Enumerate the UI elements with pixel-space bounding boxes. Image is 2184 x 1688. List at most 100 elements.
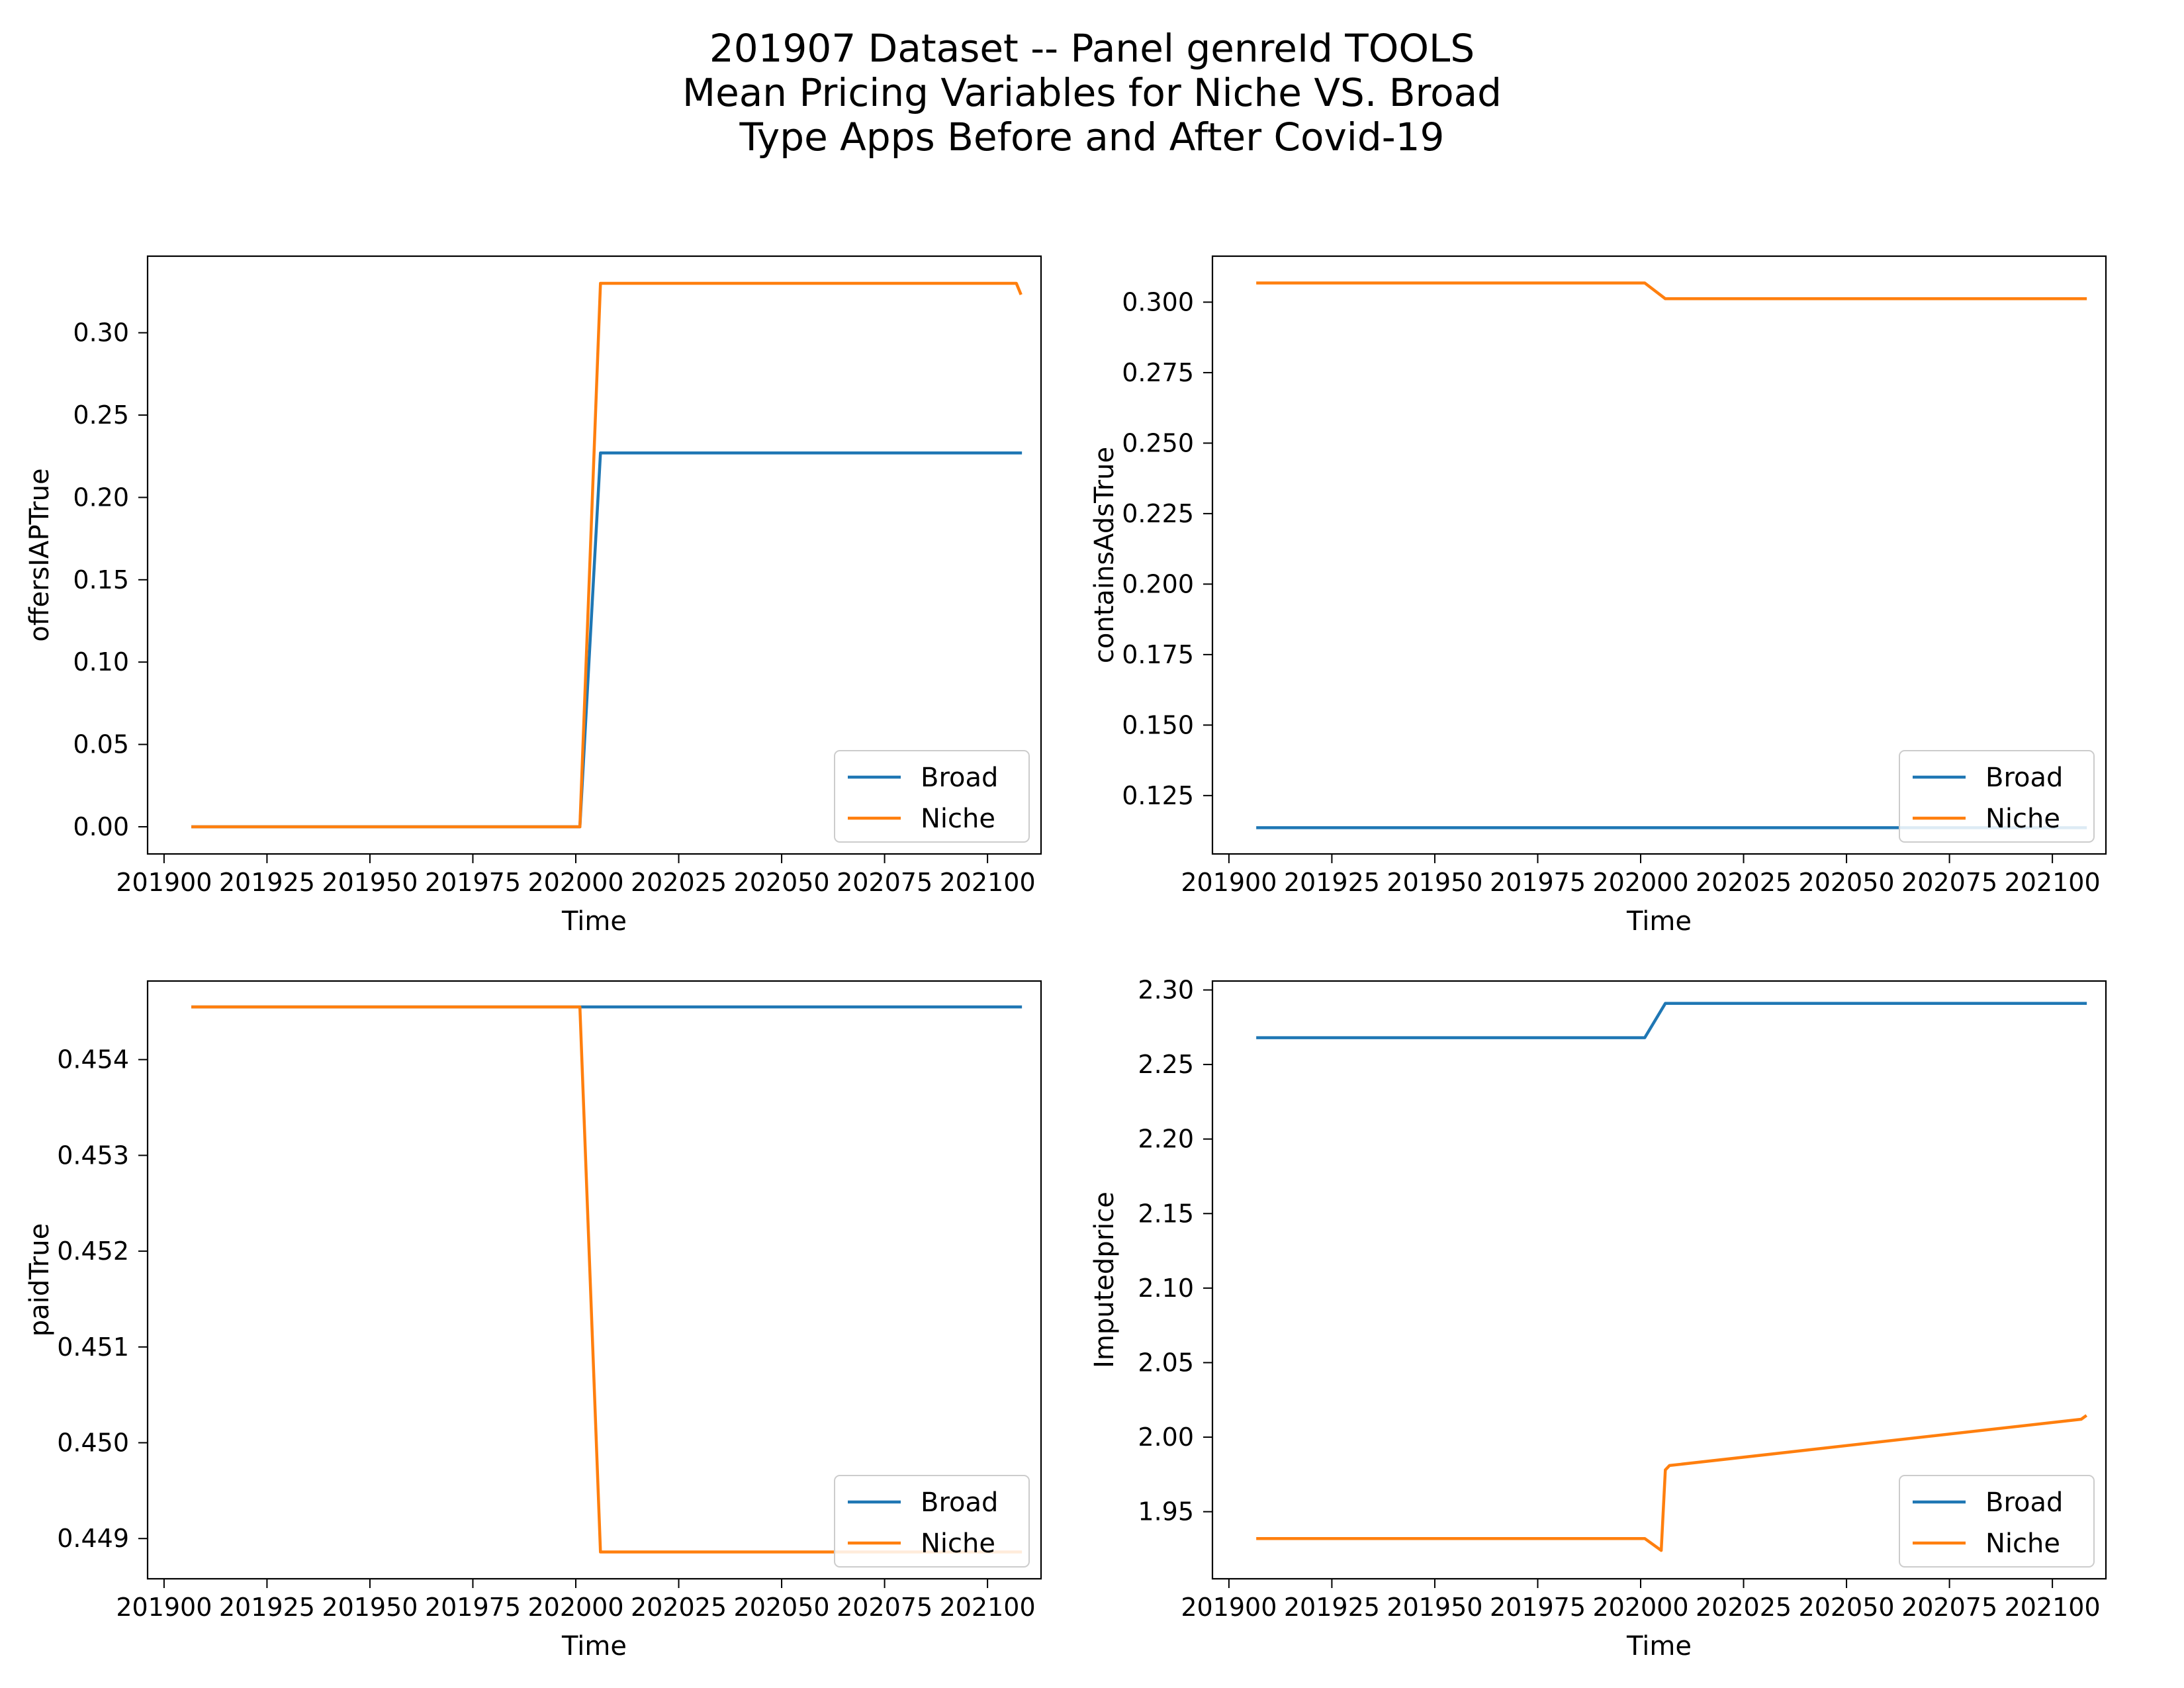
- chart-1: 201900 201925 201950 201975 202000 202025 2020…: [24, 255, 1042, 937]
- chart-2-legend-label-niche: Niche: [1985, 804, 2060, 834]
- chart-1-y-tick-label: 0.30: [73, 318, 129, 348]
- chart-4-y-axis-label: Imputedprice: [1089, 1192, 1120, 1368]
- chart-3-x-tick-label: 202000: [527, 1593, 623, 1622]
- chart-4-x-tick-label: 201950: [1387, 1593, 1482, 1622]
- chart-4-x-tick-label: 202075: [1901, 1593, 1997, 1622]
- chart-2-legend-label-broad: Broad: [1985, 763, 2063, 793]
- chart-3: 201900 201925 201950 201975 202000 202025 2020…: [24, 980, 1042, 1662]
- chart-1-x-axis-label: Time: [561, 906, 627, 937]
- chart-1-x-tick-label: 201950: [322, 868, 418, 897]
- chart-4-y-tick-label: 2.00: [1138, 1423, 1194, 1452]
- chart-1-y-tick-label: 0.05: [73, 730, 129, 759]
- chart-2-x-tick-label: 202050: [1799, 868, 1895, 897]
- chart-3-legend-label-niche: Niche: [921, 1528, 995, 1559]
- chart-2-x-tick-label: 202075: [1901, 868, 1997, 897]
- chart-4-y-tick-label: 1.95: [1138, 1497, 1194, 1526]
- chart-2-x-tick-label: 202100: [2005, 868, 2101, 897]
- chart-1-x-tick-label: 202050: [734, 868, 830, 897]
- chart-4-axes-frame: [1211, 980, 2107, 1580]
- chart-3-y-tick-label: 0.453: [57, 1141, 129, 1170]
- chart-1-y-tick-label: 0.20: [73, 483, 129, 512]
- chart-4-legend-label-broad: Broad: [1985, 1487, 2063, 1518]
- chart-2-y-tick-label: 0.125: [1122, 781, 1194, 810]
- chart-2-y-tick-label: 0.150: [1122, 710, 1194, 739]
- chart-4-x-tick-label: 202100: [2005, 1593, 2101, 1622]
- subplot-grid: 201900 201925 201950 201975 202000 202025 2020…: [24, 255, 2107, 1662]
- chart-3-x-tick-label: 201900: [116, 1593, 212, 1622]
- chart-1-x-tick-label: 202025: [631, 868, 727, 897]
- chart-3-y-tick-label: 0.454: [57, 1045, 129, 1074]
- chart-3-x-tick-label: 202100: [940, 1593, 1036, 1622]
- chart-2: 201900 201925 201950 201975 202000 202025 2020…: [1089, 255, 2107, 937]
- chart-2-x-tick-label: 201975: [1490, 868, 1586, 897]
- chart-1-x-tick-label: 201925: [219, 868, 315, 897]
- chart-3-y-axis-label: paidTrue: [24, 1223, 55, 1336]
- chart-3-x-axis-label: Time: [561, 1631, 627, 1662]
- chart-2-x-tick-label: 201925: [1284, 868, 1380, 897]
- chart-4-y-tick-label: 2.25: [1138, 1050, 1194, 1079]
- chart-4-x-tick-label: 202000: [1592, 1593, 1688, 1622]
- figure-title-line-3: Type Apps Before and After Covid-19: [739, 115, 1445, 160]
- chart-4: 201900 201925 201950 201975 202000 202025 2020…: [1089, 976, 2107, 1662]
- chart-1-axes-frame: [146, 255, 1042, 855]
- chart-4-y-tick-label: 2.10: [1138, 1274, 1194, 1303]
- chart-3-legend: Broad Niche: [834, 1475, 1030, 1568]
- chart-1-y-tick-label: 0.00: [73, 812, 129, 841]
- chart-4-series-line-niche: [1256, 1414, 2088, 1552]
- chart-2-legend: Broad Niche: [1899, 750, 2095, 843]
- chart-2-y-tick-label: 0.300: [1122, 287, 1194, 316]
- chart-1-legend-label-niche: Niche: [921, 804, 995, 834]
- chart-4-x-tick-label: 201925: [1284, 1593, 1380, 1622]
- figure-title: 201907 Dataset -- Panel genreId TOOLS Me…: [682, 26, 1502, 160]
- chart-4-x-tick-label: 202025: [1696, 1593, 1792, 1622]
- chart-2-y-tick-label: 0.275: [1122, 358, 1194, 387]
- chart-3-x-tick-label: 201975: [425, 1593, 521, 1622]
- figure-title-line-1: 201907 Dataset -- Panel genreId TOOLS: [709, 26, 1475, 71]
- chart-4-legend: Broad Niche: [1899, 1475, 2095, 1568]
- chart-3-series-line-niche: [191, 1005, 1023, 1554]
- chart-2-y-tick-label: 0.250: [1122, 428, 1194, 457]
- chart-1-x-tick-label: 202075: [837, 868, 933, 897]
- chart-2-x-tick-label: 202025: [1696, 868, 1792, 897]
- chart-3-y-tick-label: 0.449: [57, 1524, 129, 1553]
- chart-1-y-tick-label: 0.25: [73, 400, 129, 430]
- chart-4-series-line-broad: [1256, 1002, 2087, 1039]
- chart-4-y-tick-label: 2.05: [1138, 1348, 1194, 1377]
- chart-2-series-line-niche: [1256, 281, 2087, 301]
- chart-3-x-tick-label: 202075: [837, 1593, 933, 1622]
- chart-3-y-tick-label: 0.452: [57, 1237, 129, 1266]
- chart-3-x-tick-label: 201950: [322, 1593, 418, 1622]
- chart-2-x-tick-label: 202000: [1592, 868, 1688, 897]
- chart-1-y-tick-label: 0.10: [73, 647, 129, 677]
- chart-4-legend-label-niche: Niche: [1985, 1528, 2060, 1559]
- chart-3-y-tick-label: 0.451: [57, 1333, 129, 1362]
- chart-2-x-axis-label: Time: [1626, 906, 1692, 937]
- chart-3-x-tick-label: 201925: [219, 1593, 315, 1622]
- chart-2-y-tick-label: 0.200: [1122, 569, 1194, 598]
- chart-4-y-tick-label: 2.30: [1138, 976, 1194, 1005]
- chart-1-x-tick-label: 202100: [940, 868, 1036, 897]
- chart-1-legend-label-broad: Broad: [921, 763, 998, 793]
- chart-2-y-tick-label: 0.225: [1122, 499, 1194, 528]
- chart-1-x-tick-label: 201975: [425, 868, 521, 897]
- chart-2-x-tick-label: 201950: [1387, 868, 1482, 897]
- figure-title-line-2: Mean Pricing Variables for Niche VS. Bro…: [682, 70, 1502, 115]
- chart-1-x-tick-label: 202000: [527, 868, 623, 897]
- chart-1-series-line-niche: [191, 281, 1023, 829]
- chart-3-x-tick-label: 202050: [734, 1593, 830, 1622]
- chart-3-legend-label-broad: Broad: [921, 1487, 998, 1518]
- chart-4-y-tick-label: 2.20: [1138, 1125, 1194, 1154]
- chart-4-x-tick-label: 201975: [1490, 1593, 1586, 1622]
- chart-2-axes-frame: [1211, 255, 2107, 855]
- chart-4-x-tick-label: 202050: [1799, 1593, 1895, 1622]
- chart-1-x-tick-label: 201900: [116, 868, 212, 897]
- chart-2-y-tick-label: 0.175: [1122, 640, 1194, 669]
- chart-2-y-axis-label: containsAdsTrue: [1089, 447, 1120, 663]
- chart-4-x-axis-label: Time: [1626, 1631, 1692, 1662]
- chart-2-x-tick-label: 201900: [1181, 868, 1277, 897]
- chart-1-legend: Broad Niche: [834, 750, 1030, 843]
- chart-4-x-tick-label: 201900: [1181, 1593, 1277, 1622]
- chart-4-y-tick-label: 2.15: [1138, 1199, 1194, 1228]
- chart-1-y-tick-label: 0.15: [73, 565, 129, 594]
